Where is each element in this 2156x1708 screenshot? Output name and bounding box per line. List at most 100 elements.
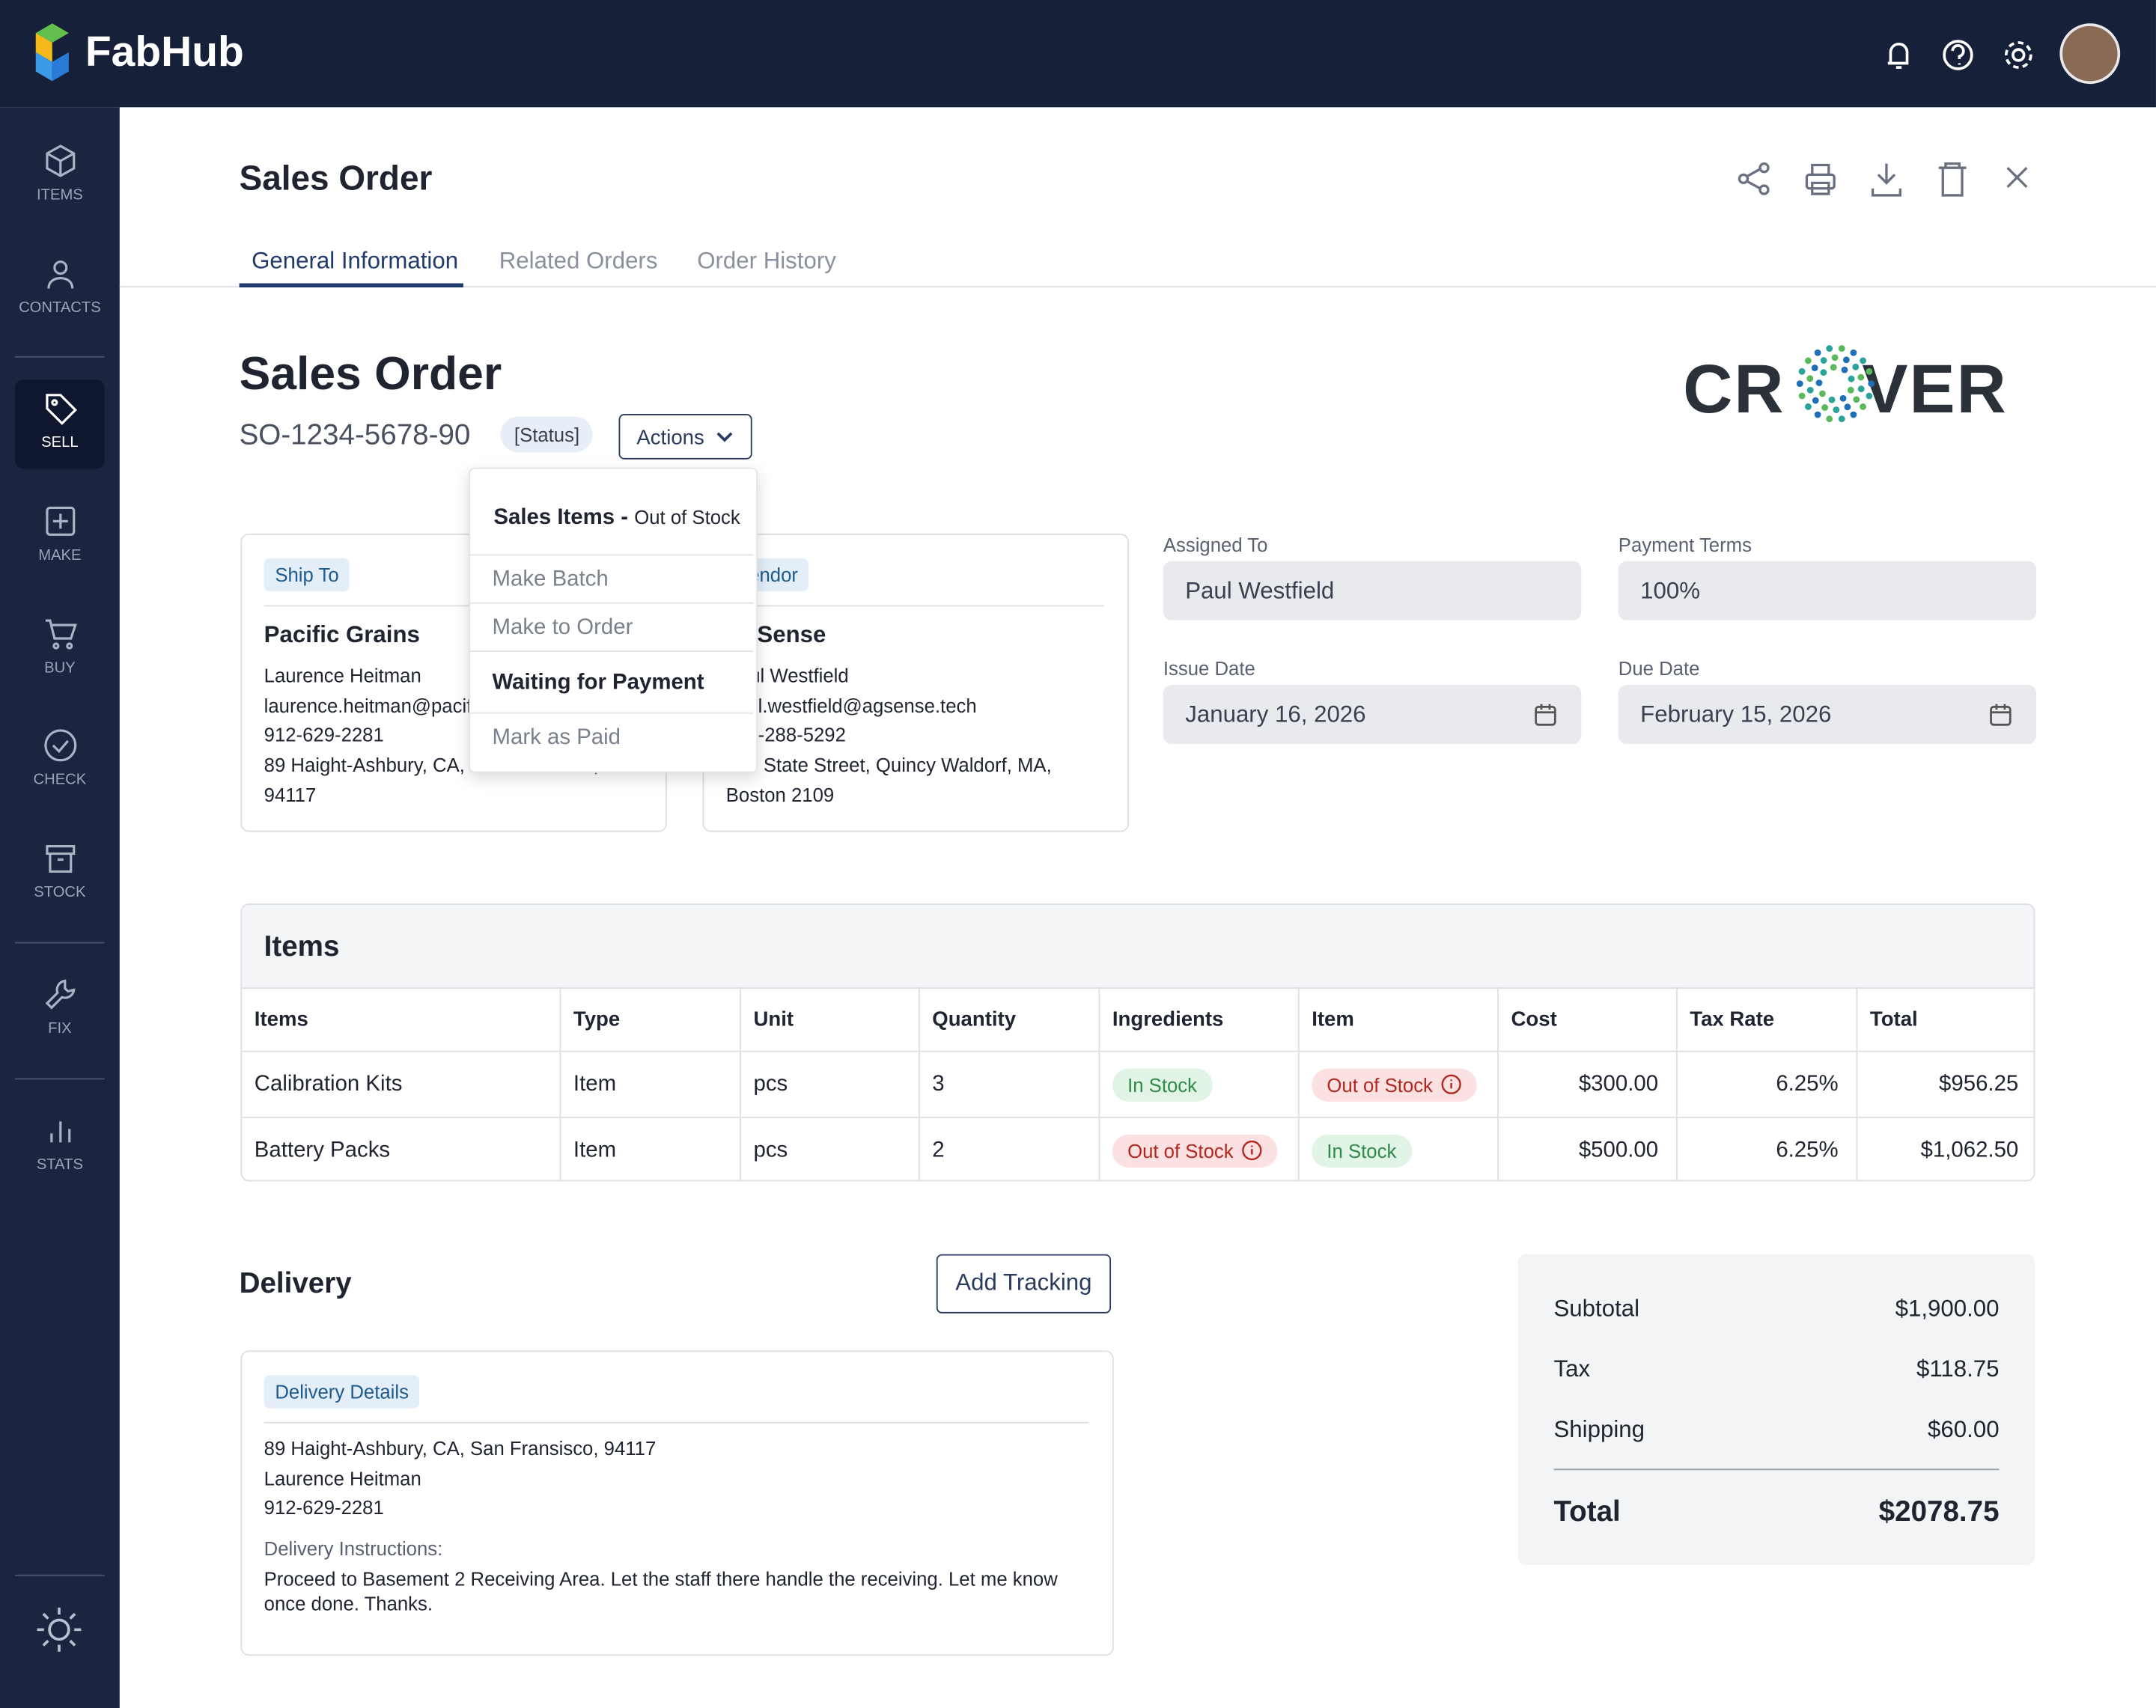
tab[interactable]: Order History [697,247,836,274]
menu-item[interactable]: Mark as Paid [470,712,754,760]
order-title: Sales Order [239,347,502,400]
actions-button[interactable]: Actions [618,414,752,460]
field-input[interactable]: 100% [1618,561,2037,620]
nav-label: STATS [36,1156,83,1174]
table-cell: Items [242,987,561,1052]
nav-item[interactable]: CONTACTS [0,256,120,317]
nav-item[interactable]: STOCK [0,841,120,900]
status: [Status] [500,416,594,453]
field-label: Issue Date [1163,657,1255,680]
divider [15,1574,105,1576]
table-cell: $500.00 [1499,1117,1678,1180]
field-input[interactable]: February 15, 2026 [1618,685,2037,745]
email: paul.westfield@agsense.tech [725,694,977,717]
nav-item[interactable]: ITEMS [0,143,120,204]
total-value: $2078.75 [1878,1496,2000,1528]
table-cell: Tax Rate [1677,987,1858,1052]
top-bar [0,0,2156,108]
nav-item[interactable]: MAKE [0,503,120,564]
summary-value: $1,900.00 [1895,1295,2000,1322]
vendor-card: Vendor AgSense Paul Westfield paul.westf… [702,533,1129,832]
table-cell: Item [561,1117,741,1180]
nav-item[interactable]: BUY [0,616,120,677]
contact: Laurence Heitman [264,1467,421,1489]
table-cell: $956.25 [1857,1052,2034,1118]
menu-item[interactable]: Waiting for Payment [470,650,754,713]
status-badge: Out of Stock [1112,1133,1278,1168]
table-cell: 6.25% [1678,1117,1858,1180]
table-cell: In Stock [1300,1117,1499,1180]
address: 123 State Street, Quincy Waldorf, MA, Bo… [725,753,1052,806]
table-cell: Cost [1499,987,1678,1052]
badge-text: Out of Stock [1327,1073,1433,1096]
table-cell: Unit [740,987,920,1052]
summary-label: Shipping [1553,1416,1645,1443]
table-cell: Type [561,987,741,1052]
nav-label: BUY [44,659,76,677]
badge-text: Out of Stock [1127,1139,1234,1162]
top-icons[interactable] [1881,37,2046,73]
summary-label: Tax [1553,1355,1591,1382]
field-label: Assigned To [1163,533,1268,556]
tab[interactable]: General Information [252,247,459,274]
table-cell: Item [1299,987,1499,1052]
address: 89 Haight-Ashbury, CA, San Fransisco, 94… [264,1437,657,1460]
table-cell: Item [561,1052,741,1118]
label: Actions [636,426,704,450]
nav-item[interactable]: FIX [0,977,120,1037]
nav-label: SELL [41,434,79,451]
nav-item[interactable]: STATS [0,1112,120,1173]
avatar[interactable] [2059,23,2121,85]
menu-note: Out of Stock [634,506,740,528]
brand: FabHub [85,27,244,76]
total-label: Total [1553,1496,1621,1528]
nav-item[interactable]: CHECK [0,728,120,788]
phone: 912-629-2281 [264,1496,384,1519]
logo-icon [35,23,69,82]
table-cell: Total [1857,987,2034,1052]
delivery-card: Delivery Details 89 Haight-Ashbury, CA, … [240,1350,1114,1656]
table-cell: 3 [919,1052,1100,1118]
menu-item[interactable]: Make to Order [470,602,754,650]
nav-item[interactable]: SELL [0,391,120,451]
contact: Laurence Heitman [264,664,421,686]
tab-rule [119,286,2156,288]
field-input[interactable]: Paul Westfield [1163,561,1582,620]
tab[interactable]: Related Orders [499,247,658,274]
nav-label: CONTACTS [19,299,101,317]
menu-item[interactable]: Make Batch [470,554,754,602]
field-label: Due Date [1618,657,1700,680]
summary: Total $2078.75 Subtotal $1,900.00 Tax $118.… [1517,1254,2035,1565]
table-cell: Calibration Kits [242,1052,561,1118]
divider [15,942,105,944]
items-panel: Items Items Type Unit Quantity Ingredients It… [240,903,2035,1182]
table-cell: Out of Stock [1299,1052,1499,1118]
table-cell: pcs [741,1117,920,1180]
summary-value: $118.75 [1916,1355,2000,1382]
table-cell: Ingredients [1100,987,1300,1052]
actions-menu: Sales Items - Out of Stock Make Batch Mak… [469,467,758,773]
client-logo: CR VER [1683,350,2008,430]
status-badge: In Stock [1312,1133,1412,1168]
badge-text: In Stock [1327,1139,1397,1162]
toolbar[interactable] [1735,159,2038,201]
table-cell: Out of Stock [1100,1117,1300,1180]
nav-label: FIX [48,1020,72,1037]
logo-text: VER [1862,350,2008,428]
nav-label: ITEMS [37,186,83,204]
badge-text: In Stock [1127,1073,1198,1096]
status-badge: In Stock [1112,1067,1213,1101]
page-title: Sales Order [239,159,433,198]
label: Delivery Instructions: [264,1537,443,1560]
tab-indicator [239,283,463,288]
field-input[interactable]: January 16, 2026 [1163,685,1582,745]
tag: Ship To [264,558,350,592]
theme-toggle[interactable] [34,1605,84,1654]
table-cell: Battery Packs [242,1117,561,1180]
table-cell: In Stock [1100,1052,1300,1118]
nav-label: CHECK [33,771,87,788]
add-tracking-button[interactable]: Add Tracking [936,1254,1112,1314]
table-cell: 6.25% [1677,1052,1858,1118]
status-badge: Out of Stock [1312,1067,1477,1101]
table-cell: 2 [920,1117,1100,1180]
